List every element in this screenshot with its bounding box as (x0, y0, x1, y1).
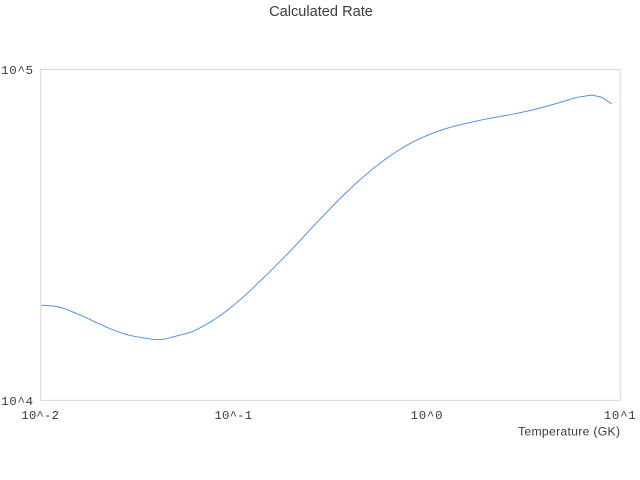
svg-text:10^0: 10^0 (411, 409, 443, 423)
svg-text:Calculated Rate: Calculated Rate (269, 4, 373, 20)
svg-text:10^4: 10^4 (1, 395, 33, 409)
svg-text:10^-1: 10^-1 (215, 409, 253, 423)
svg-text:10^5: 10^5 (1, 64, 33, 78)
svg-text:10^-2: 10^-2 (21, 409, 59, 423)
svg-text:Temperature (GK): Temperature (GK) (518, 425, 620, 439)
svg-text:10^1: 10^1 (604, 409, 636, 423)
